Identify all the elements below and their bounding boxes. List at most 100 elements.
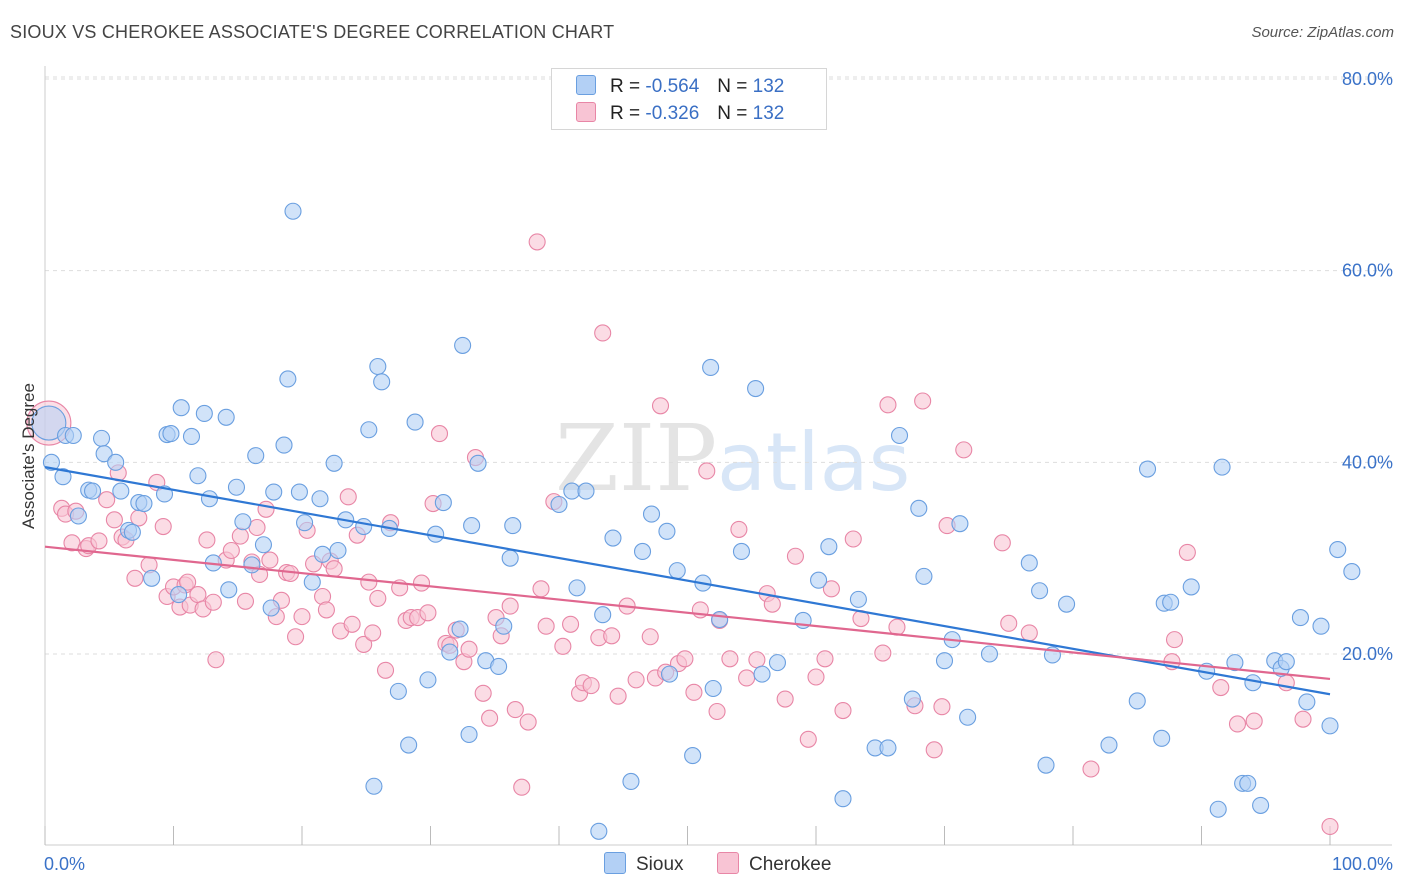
sioux-point <box>1153 729 1171 747</box>
cherokee-point <box>198 531 216 549</box>
cherokee-point <box>1294 710 1312 728</box>
sioux-swatch <box>576 75 596 95</box>
sioux-point <box>849 590 867 608</box>
sioux-point <box>959 708 977 726</box>
cherokee-point <box>236 592 255 610</box>
sioux-point <box>642 505 661 523</box>
cherokee-point <box>844 530 862 548</box>
cherokee-point <box>651 397 670 415</box>
sioux-point <box>668 562 686 580</box>
sioux-point <box>182 427 201 446</box>
bottom-legend-sioux: Sioux <box>604 852 684 876</box>
y-tick-label: 40.0% <box>1342 452 1393 472</box>
sioux-point <box>684 747 702 765</box>
sioux-point <box>279 370 297 388</box>
cherokee-point <box>822 580 840 598</box>
legend-sioux-n: 132 <box>752 76 785 97</box>
y-tick-label: 60.0% <box>1342 261 1393 281</box>
sioux-point <box>451 620 469 638</box>
cherokee-swatch <box>576 102 596 122</box>
sioux-points <box>31 202 1361 840</box>
cherokee-point <box>738 669 756 687</box>
sioux-point <box>112 482 130 500</box>
sioux-point <box>753 665 771 683</box>
cherokee-point <box>154 517 172 536</box>
cherokee-point <box>1321 817 1339 836</box>
sioux-point <box>1329 540 1347 559</box>
sioux-point <box>360 421 378 439</box>
cherokee-point <box>925 741 943 759</box>
sioux-point <box>265 483 283 501</box>
sioux-point <box>355 517 373 536</box>
sioux-point <box>406 413 424 431</box>
legend-r-label: R = <box>610 103 641 124</box>
cherokee-point <box>325 560 343 578</box>
cherokee-point <box>1020 624 1038 642</box>
sioux-point <box>590 822 608 840</box>
cherokee-point <box>98 491 116 509</box>
sioux-point <box>195 404 213 423</box>
sioux-point <box>463 517 481 535</box>
cherokee-point <box>786 547 804 565</box>
sioux-point <box>658 522 676 540</box>
cherokee-point <box>627 671 645 689</box>
sioux-point <box>903 690 921 708</box>
tick-labels: 20.0% 40.0% 60.0% 80.0% 0.0% 100.0% <box>44 69 1393 874</box>
cherokee-point <box>419 604 437 622</box>
watermark: ZIP atlas <box>555 405 910 512</box>
sioux-point <box>550 495 568 514</box>
cherokee-point <box>955 441 973 459</box>
cherokee-point <box>676 650 694 668</box>
legend-cherokee-n: 132 <box>752 103 785 124</box>
cherokee-point <box>914 392 932 410</box>
y-tick-label: 80.0% <box>1342 69 1393 89</box>
sioux-point <box>107 453 125 471</box>
cherokee-point <box>430 425 449 443</box>
cherokee-point <box>343 615 361 633</box>
sioux-point <box>434 494 452 512</box>
sioux-point <box>329 541 347 560</box>
sioux-point <box>296 514 314 532</box>
sioux-point <box>732 542 751 561</box>
legend-n-label: N = <box>717 103 748 124</box>
sioux-point <box>1298 693 1316 711</box>
sioux-point <box>217 408 235 426</box>
sioux-point <box>365 777 383 795</box>
cherokee-point <box>879 396 897 414</box>
cherokee-point <box>105 511 123 529</box>
sioux-point <box>389 682 407 700</box>
sioux-point <box>314 545 332 563</box>
sioux-point <box>501 549 519 567</box>
sioux-point <box>419 671 437 689</box>
sioux-point <box>254 536 273 554</box>
sioux-point <box>1321 717 1339 735</box>
sioux-legend-swatch <box>604 852 626 874</box>
cherokee-point <box>1165 631 1184 649</box>
cherokee-point <box>799 730 817 748</box>
cherokee-point <box>807 668 825 686</box>
sioux-point <box>247 447 265 465</box>
sioux-point <box>1058 595 1076 613</box>
cherokee-point <box>933 698 951 716</box>
sioux-point <box>711 610 729 629</box>
cherokee-point <box>730 520 748 538</box>
cherokee-point <box>317 601 335 619</box>
sioux-point <box>660 665 679 683</box>
sioux-point <box>95 445 113 463</box>
axes <box>44 66 1392 846</box>
cherokee-point <box>126 569 144 587</box>
cherokee-point <box>532 580 550 598</box>
sioux-point <box>879 739 897 757</box>
cherokee-point <box>708 702 726 721</box>
sioux-point <box>622 772 640 791</box>
sioux-point <box>980 645 999 663</box>
sioux-point <box>1162 593 1180 611</box>
sioux-point <box>92 429 111 447</box>
sioux-point <box>1277 653 1295 671</box>
sioux-point <box>1209 800 1227 818</box>
sioux-point <box>42 453 60 471</box>
sioux-point <box>890 426 909 445</box>
sioux-point <box>31 405 67 441</box>
cherokee-point <box>537 617 555 635</box>
cherokee-point <box>1228 715 1247 733</box>
